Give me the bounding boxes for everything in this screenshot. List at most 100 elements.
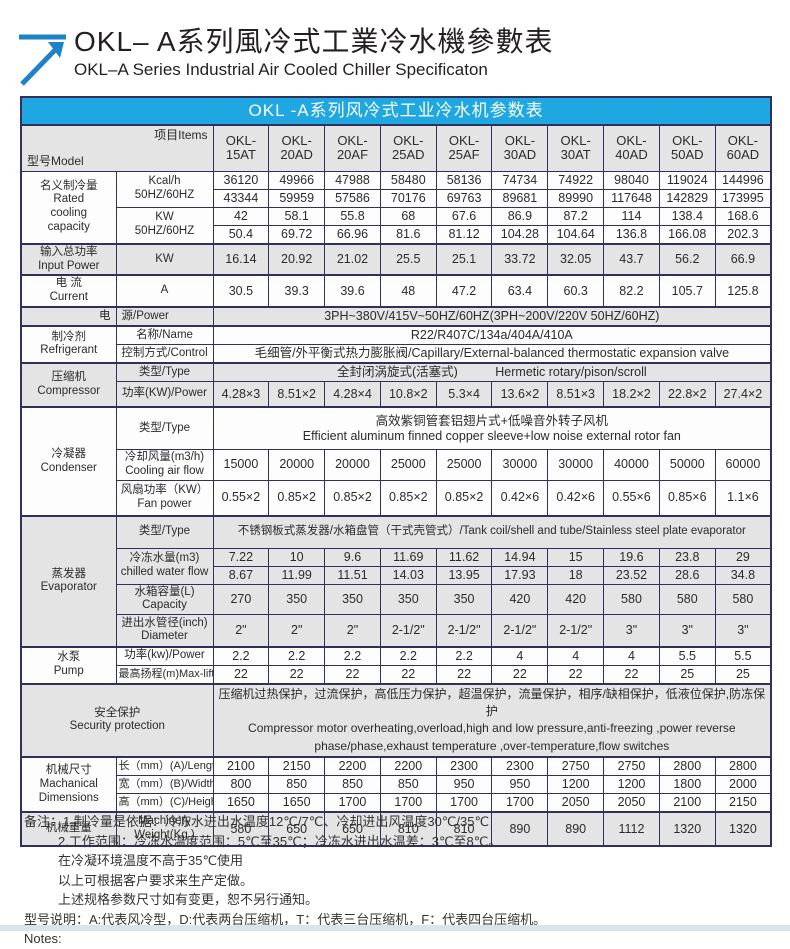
- bottom-divider-bar: [0, 925, 790, 931]
- table-cell: 7.22: [212, 547, 270, 567]
- note-line: 型号说明：A:代表风冷型，D:代表两台压缩机，T：代表三台压缩机，F：代表四台压…: [24, 911, 547, 927]
- table-cell: 2800: [714, 756, 772, 777]
- table-cell: 22: [324, 664, 381, 685]
- table-cell: 2.2: [379, 645, 437, 666]
- model-header-cell: OKL- 40AD: [603, 124, 660, 172]
- table-cell: 电 流 Current: [20, 274, 117, 308]
- table-cell: 2750: [603, 756, 660, 777]
- table-cell: 2.2: [268, 645, 326, 666]
- table-cell: 3": [714, 614, 772, 648]
- table-row: 机械重量 Machinery Weight(Kg ) 580 650 650 810 810…: [20, 811, 772, 847]
- table-cell: 名义制冷量 Rated cooling capacity: [20, 170, 117, 245]
- page-header: OKL– A系列風冷式工業冷水機參數表 OKL–A Series Industr…: [18, 26, 554, 86]
- table-cell: 2": [212, 614, 270, 648]
- table-cell: 22: [435, 664, 493, 685]
- table-cell: 89990: [547, 188, 605, 208]
- table-cell: 2-1/2": [435, 614, 493, 648]
- table-row: 电源/Power 3PH~380V/415V~50HZ/60HZ(3PH~200V…: [20, 305, 772, 327]
- table-cell: 进出水管径(inch) Diameter: [115, 614, 214, 648]
- table-cell: 850: [379, 775, 437, 795]
- table-cell: 2300: [491, 756, 549, 777]
- table-cell: 28.6: [658, 565, 716, 585]
- table-cell: 冷却风量(m3/h) Cooling air flow: [115, 448, 214, 481]
- table-row: 制冷剂 Refrigerant 名称/Name R22/R407C/134a/404…: [20, 324, 772, 364]
- table-cell: 30.5: [212, 274, 270, 308]
- table-cell: 10: [268, 547, 326, 567]
- table-cell: 950: [435, 775, 493, 795]
- table-cell: 电: [20, 305, 117, 327]
- table-cell: 58.1: [268, 206, 326, 226]
- table-cell: 114: [603, 206, 660, 226]
- table-cell: 1800: [658, 775, 716, 795]
- page-subtitle: OKL–A Series Industrial Air Cooled Chill…: [74, 60, 488, 80]
- table-row: 水箱容量(L) Capacity 270 350 350 350 350 420 420 580…: [21, 583, 772, 616]
- table-cell: 39.3: [268, 274, 326, 308]
- table-row: 最高扬程(m)Max-lift 22 22 22 22 22 22 22 22 25 25: [21, 664, 772, 685]
- table-cell: 高效紫铜管套铝翅片式+低噪音外转子风机 Efficient aluminum f…: [212, 406, 772, 450]
- table-cell: 0.85×6: [658, 479, 716, 517]
- table-cell: 50.4: [212, 224, 270, 245]
- table-cell: 5.3×4: [435, 380, 493, 408]
- table-cell: 1650: [268, 793, 326, 813]
- note-line: 备注：1.制冷量是依据：冷冻水进出水温度12℃/7℃、冷却进出风温度30℃/35…: [24, 814, 490, 829]
- table-cell: 2-1/2": [491, 614, 549, 648]
- table-cell: 2100: [212, 756, 270, 777]
- table-cell: 11.69: [379, 547, 437, 567]
- table-cell: 60000: [714, 448, 772, 481]
- table-cell: 2300: [435, 756, 493, 777]
- table-cell: 安全保护 Security protection: [20, 682, 214, 758]
- table-cell: 14.03: [379, 565, 437, 585]
- table-row: 冷冻水量(m3) chilled water flow 7.22 10 9.6 11.6…: [21, 547, 772, 585]
- table-row: 风扇功率（KW） Fan power 0.55×2 0.85×2 0.85×2 0.85…: [21, 479, 772, 517]
- table-row: KW 50HZ/60HZ 42 58.1 55.8 68 67.6 86.9 87.2 114 1…: [21, 206, 772, 245]
- table-cell: 39.6: [324, 274, 381, 308]
- table-cell: 580: [658, 583, 716, 616]
- table-cell: 压缩机 Compressor: [20, 361, 117, 408]
- table-cell: 74922: [547, 170, 605, 190]
- table-cell: 138.4: [658, 206, 716, 226]
- table-cell: 850: [268, 775, 326, 795]
- table-cell: R22/R407C/134a/404A/410A: [212, 324, 772, 345]
- model-header-cell: OKL- 60AD: [714, 124, 772, 172]
- table-cell: 40000: [603, 448, 660, 481]
- table-cell: 81.6: [379, 224, 437, 245]
- table-row: 名义制冷量 Rated cooling capacity Kcal/h 50HZ/…: [20, 170, 772, 245]
- table-row: 蒸发器 Evaporator 类型/Type 不锈钢板式蒸发器/水箱盘管（干式壳管式…: [20, 515, 772, 648]
- table-cell: 2.2: [435, 645, 493, 666]
- model-header-cell: OKL- 30AT: [547, 124, 605, 172]
- table-cell: 0.42×6: [547, 479, 605, 517]
- table-cell: 98040: [603, 170, 660, 190]
- spec-table: OKL -A系列风冷式工业冷水机参数表 型号Model 项目Items OKL-…: [20, 96, 773, 848]
- table-cell: 4: [603, 645, 660, 666]
- table-cell: 104.28: [491, 224, 549, 245]
- table-cell: 125.8: [714, 274, 772, 308]
- table-cell: 8.67: [212, 565, 270, 585]
- table-cell: 19.6: [603, 547, 660, 567]
- table-cell: 50000: [658, 448, 716, 481]
- table-cell: 21.02: [324, 242, 381, 276]
- table-cell: 86.9: [491, 206, 549, 226]
- table-cell: KW: [115, 242, 214, 276]
- table-cell: 22: [547, 664, 605, 685]
- table-cell: 20.92: [268, 242, 326, 276]
- table-cell: 22.8×2: [658, 380, 716, 408]
- table-cell: 166.08: [658, 224, 716, 245]
- table-cell: 2": [268, 614, 326, 648]
- table-row: 高（mm）(C)/Height 1650 1650 1700 1700 1700 1700 2…: [21, 793, 772, 813]
- note-line: 以上可根据客户要求来生产定做。: [58, 872, 254, 888]
- table-cell: 58136: [435, 170, 493, 190]
- table-cell: 63.4: [491, 274, 549, 308]
- table-cell: 57586: [324, 188, 381, 208]
- table-cell: 压缩机过热保护，过流保护，高低压力保护，超温保护，流量保护，相序/缺相保护，低液…: [212, 682, 772, 758]
- table-cell: 2150: [714, 793, 772, 813]
- page-title: OKL– A系列風冷式工業冷水機參數表: [74, 26, 554, 57]
- table-cell: 650: [324, 811, 381, 847]
- table-cell: 1200: [547, 775, 605, 795]
- table-cell: 2-1/2": [379, 614, 437, 648]
- table-cell: 69.72: [268, 224, 326, 245]
- table-cell: 950: [491, 775, 549, 795]
- table-row: 压缩机 Compressor 类型/Type 全封闭涡旋式(活塞式) Hermeti…: [20, 361, 772, 408]
- table-cell: 1.1×6: [714, 479, 772, 517]
- table-cell: 0.85×2: [324, 479, 381, 517]
- model-header-cell: OKL- 25AF: [435, 124, 493, 172]
